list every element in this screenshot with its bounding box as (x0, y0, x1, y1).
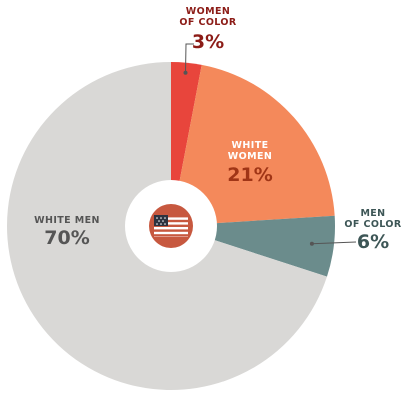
leader-women-of-color-dot (183, 70, 188, 75)
value-white-men: 70% (44, 227, 90, 249)
us-flag-icon (149, 204, 193, 248)
label-white-men: WHITE MEN (34, 215, 100, 226)
label-men-of-color: MEN OF COLOR (344, 208, 402, 230)
leader-lines (183, 43, 357, 246)
leader-men-of-color (311, 241, 357, 245)
value-men-of-color: 6% (356, 231, 390, 253)
slice-white-women (171, 64, 335, 227)
leader-women-of-color (185, 43, 194, 73)
value-white-women: 21% (227, 164, 273, 186)
label-white-women: WHITE WOMEN (227, 140, 273, 162)
leader-men-of-color-dot (309, 241, 314, 246)
label-women-of-color: WOMEN OF COLOR (179, 6, 237, 28)
value-women-of-color: 3% (191, 31, 225, 53)
